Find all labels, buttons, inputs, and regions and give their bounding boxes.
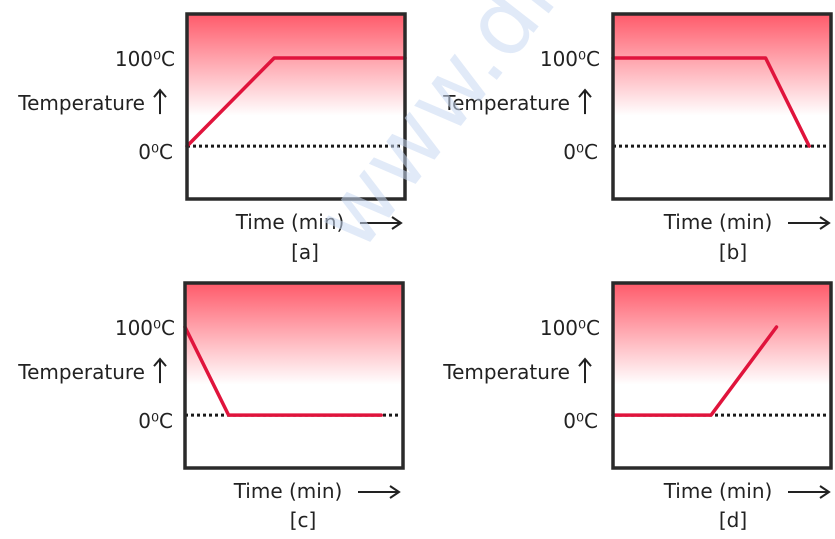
ytick-label-0: 0⁰C [138,140,173,164]
x-axis-arrowhead-icon [389,485,401,499]
plot-frame [185,12,407,201]
panel-label: [a] [291,240,319,264]
y-axis-arrowhead-icon [153,357,167,367]
series-line [611,56,811,148]
plot-background [613,14,831,199]
x-axis-arrowhead-icon [819,485,831,499]
plot-background [187,14,405,199]
ytick-label-100: 100⁰C [540,47,600,71]
series-line [185,56,407,148]
x-axis-label: Time (min) [233,479,343,503]
y-axis-label: Temperature [17,360,145,384]
plot-frame [183,281,405,470]
panel-label: [d] [719,508,747,532]
ytick-label-0: 0⁰C [563,140,598,164]
x-axis-arrowhead-icon [391,216,403,230]
panel-label: [c] [290,508,317,532]
y-axis-arrowhead-icon [578,88,592,98]
ytick-label-100: 100⁰C [540,316,600,340]
x-axis-label: Time (min) [235,210,345,234]
x-axis-label: Time (min) [663,210,773,234]
chart-panel-d: 100⁰C 0⁰C Temperature Time (min) [d] [442,281,833,532]
chart-panel-b: 100⁰C 0⁰C Temperature Time (min) [b] [442,12,833,264]
y-axis-label: Temperature [442,91,570,115]
ytick-label-100: 100⁰C [115,316,175,340]
series-line [611,325,779,417]
ytick-label-0: 0⁰C [563,409,598,433]
y-axis-arrowhead-icon [153,88,167,98]
chart-panel-c: 100⁰C 0⁰C Temperature Time (min) [c] [17,281,405,532]
ytick-label-100: 100⁰C [115,47,175,71]
panel-label: [b] [719,240,747,264]
chart-panel-a: 100⁰C 0⁰C Temperature Time (min) [a] [17,12,407,264]
series-line [183,325,383,417]
ytick-label-0: 0⁰C [138,409,173,433]
plot-frame [611,281,833,470]
y-axis-arrowhead-icon [578,357,592,367]
y-axis-label: Temperature [17,91,145,115]
plot-background [185,283,403,468]
y-axis-label: Temperature [442,360,570,384]
plot-background [613,283,831,468]
x-axis-label: Time (min) [663,479,773,503]
x-axis-arrowhead-icon [819,216,831,230]
plot-frame [611,12,833,201]
